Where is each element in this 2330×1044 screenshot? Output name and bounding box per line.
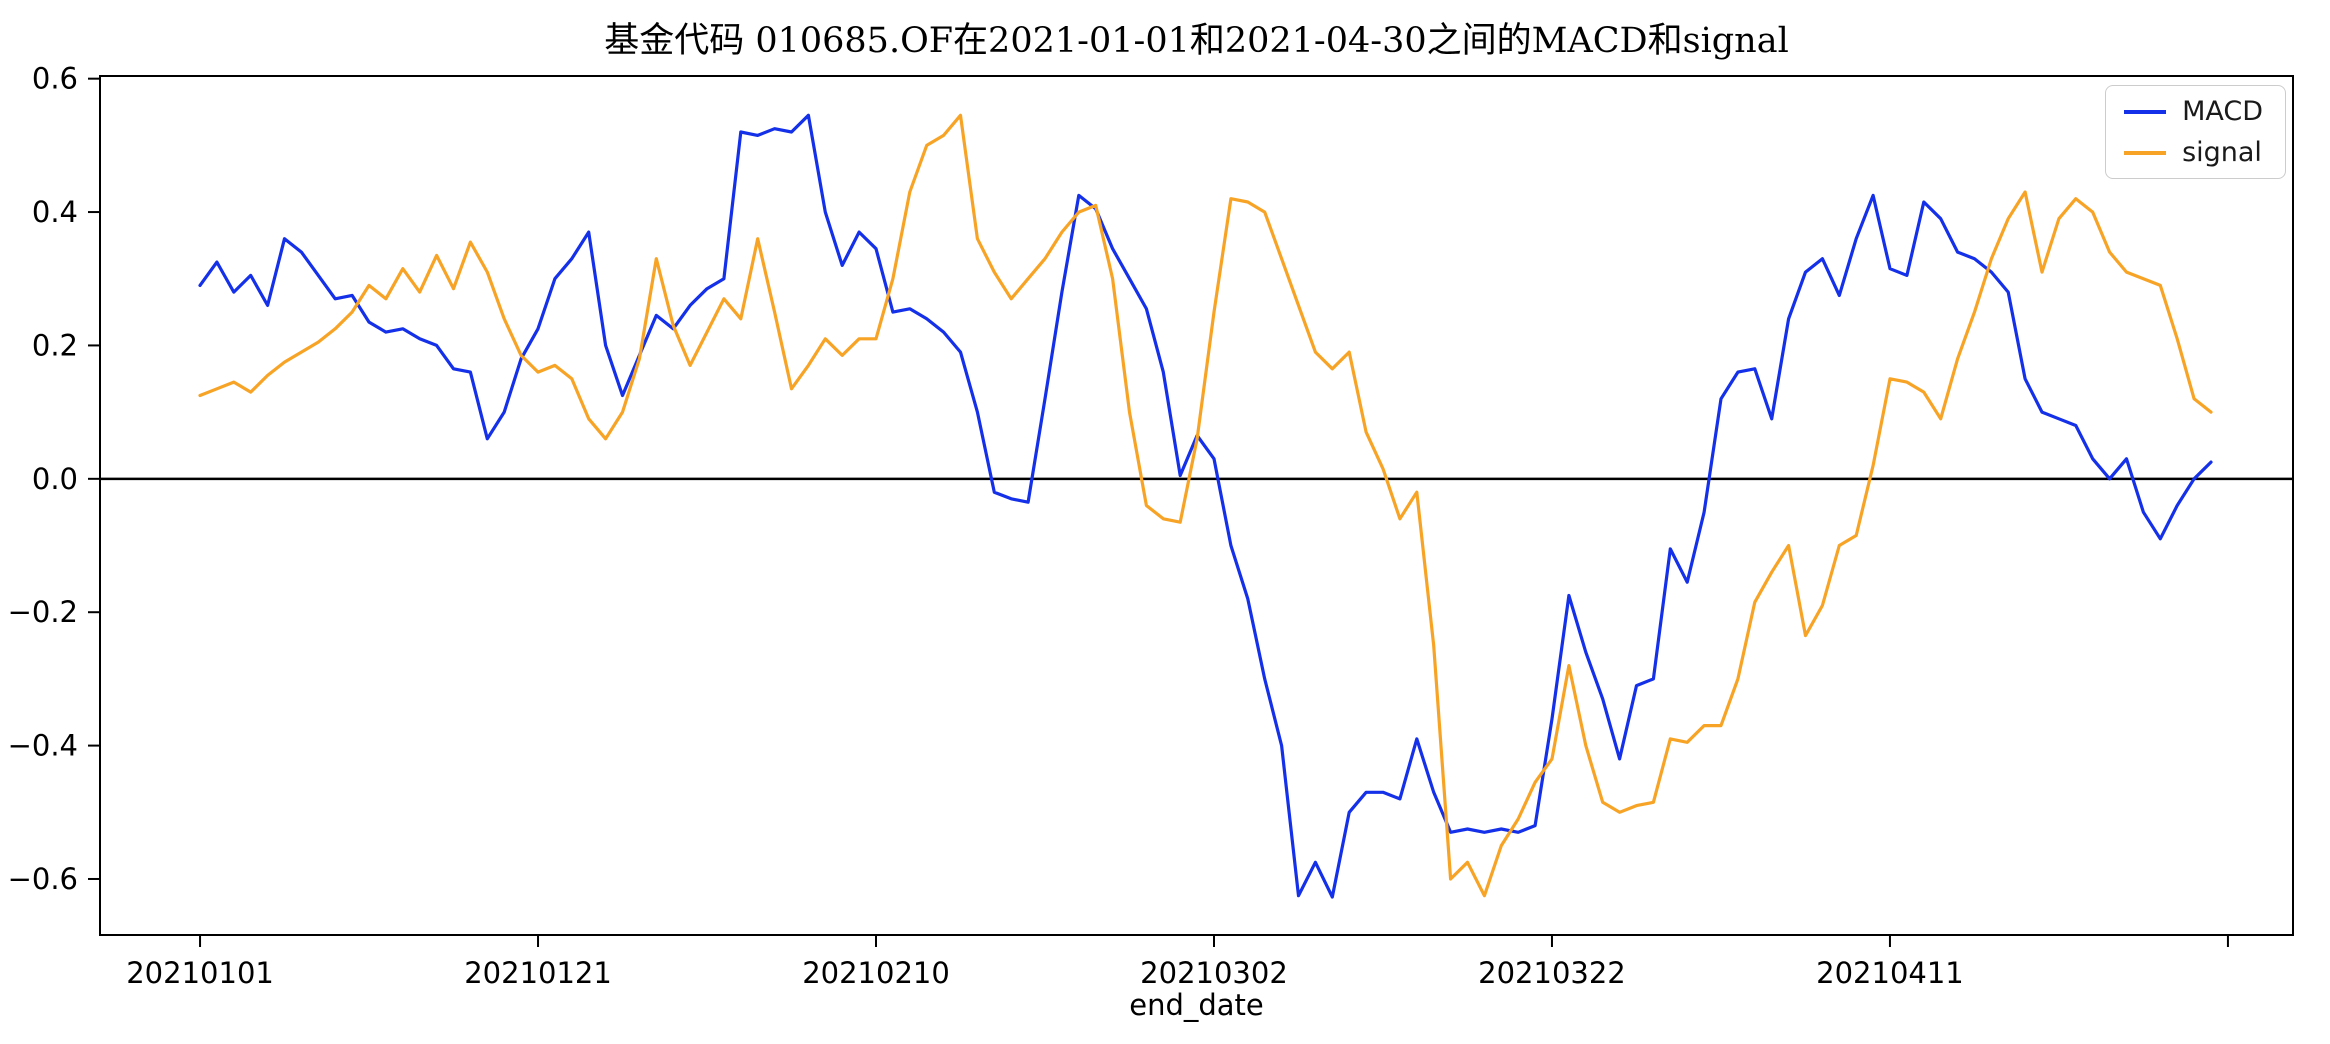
- y-axis-tick-label: 0.2: [32, 328, 78, 362]
- x-axis-tick-label: 20210411: [1816, 956, 1964, 990]
- x-axis-tick-label: 20210121: [464, 956, 612, 990]
- legend-label-macd: MACD: [2182, 96, 2263, 127]
- legend-label-signal: signal: [2182, 137, 2262, 168]
- y-axis-tick-label: −0.6: [8, 862, 78, 896]
- x-axis-label: end_date: [1129, 988, 1264, 1022]
- y-axis-tick-label: 0.6: [32, 62, 78, 96]
- y-axis-tick-label: 0.4: [32, 195, 78, 229]
- y-axis-tick-label: 0.0: [32, 462, 78, 496]
- y-axis-tick-label: −0.4: [8, 729, 78, 763]
- y-axis-tick-label: −0.2: [8, 595, 78, 629]
- signal-line: [198, 113, 2213, 898]
- x-axis-tick-label: 20210101: [126, 956, 274, 990]
- macd-line-swatch-icon: [2124, 109, 2167, 114]
- chart-title: 基金代码 010685.OF在2021-01-01和2021-04-30之间的M…: [604, 21, 1789, 61]
- x-axis-tick-label: 20210210: [802, 956, 950, 990]
- x-axis-tick-label: 20210322: [1478, 956, 1626, 990]
- signal-line-swatch-icon: [2124, 150, 2167, 155]
- plot-frame: [99, 75, 2294, 936]
- legend: MACD signal: [2105, 85, 2286, 179]
- macd-line: [198, 113, 2213, 899]
- legend-item-macd: MACD: [2124, 98, 2263, 125]
- legend-item-signal: signal: [2124, 139, 2263, 166]
- x-axis-tick-label: 20210302: [1140, 956, 1288, 990]
